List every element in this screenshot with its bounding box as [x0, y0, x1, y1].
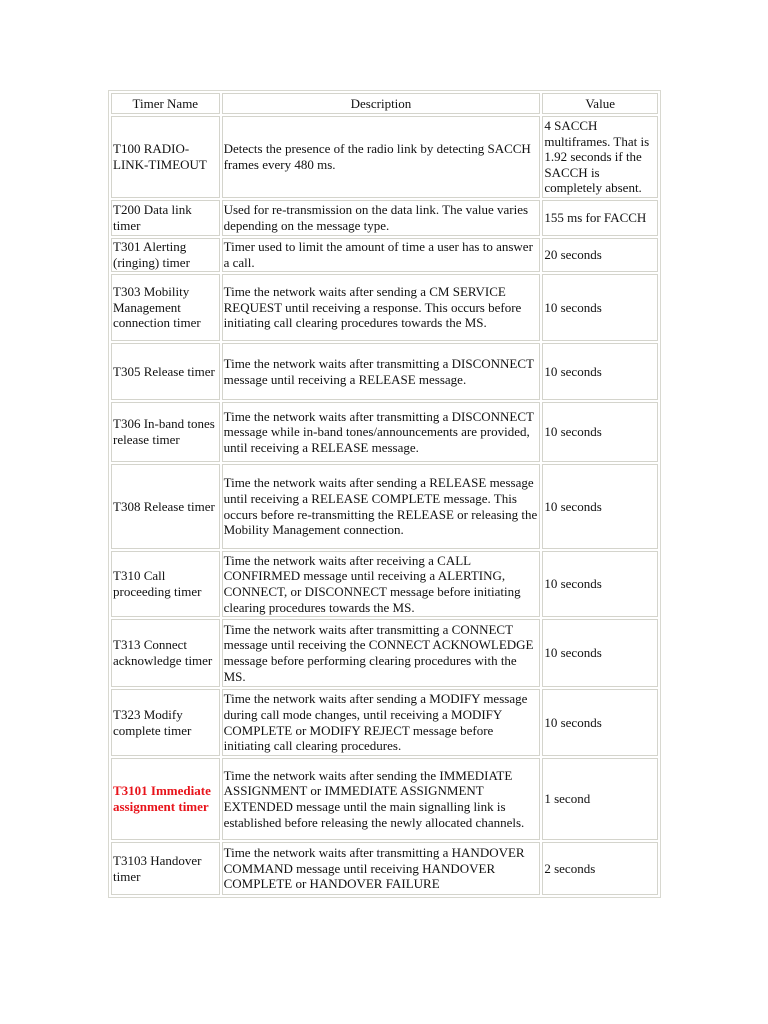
cell-name: T313 Connect acknowledge timer: [111, 619, 220, 687]
cell-name: T310 Call proceeding timer: [111, 551, 220, 617]
table-row: T323 Modify complete timer Time the netwo…: [111, 689, 658, 756]
cell-value: 10 seconds: [542, 464, 658, 549]
cell-name: T323 Modify complete timer: [111, 689, 220, 756]
cell-name: T100 RADIO-LINK-TIMEOUT: [111, 116, 220, 198]
cell-value: 20 seconds: [542, 238, 658, 272]
cell-value: 10 seconds: [542, 551, 658, 617]
cell-value: 10 seconds: [542, 619, 658, 687]
cell-value: 4 SACCH multiframes. That is 1.92 second…: [542, 116, 658, 198]
cell-description: Time the network waits after transmittin…: [221, 402, 541, 462]
cell-description: Time the network waits after sending a M…: [221, 689, 541, 756]
cell-description: Detects the presence of the radio link b…: [221, 116, 541, 198]
table-row: T310 Call proceeding timer Time the netwo…: [111, 551, 658, 617]
cell-description: Timer used to limit the amount of time a…: [221, 238, 541, 272]
table-row: T301 Alerting (ringing) timer Timer used …: [111, 238, 658, 272]
table-row: T3103 Handover timer Time the network wai…: [111, 842, 658, 895]
cell-name: T303 Mobility Management connection time…: [111, 274, 220, 341]
cell-description: Time the network waits after receiving a…: [221, 551, 541, 617]
table-row: T200 Data link timer Used for re-transmis…: [111, 200, 658, 236]
header-timer-name: Timer Name: [111, 93, 220, 114]
table-row: T305 Release timer Time the network waits…: [111, 343, 658, 400]
table-row: T303 Mobility Management connection time…: [111, 274, 658, 341]
cell-value: 10 seconds: [542, 343, 658, 400]
cell-description: Time the network waits after transmittin…: [221, 842, 541, 895]
table-row: T100 RADIO-LINK-TIMEOUT Detects the prese…: [111, 116, 658, 198]
cell-description: Time the network waits after sending the…: [221, 758, 541, 840]
cell-value: 10 seconds: [542, 689, 658, 756]
cell-description: Time the network waits after transmittin…: [221, 343, 541, 400]
cell-name: T306 In-band tones release timer: [111, 402, 220, 462]
table-row: T306 In-band tones release timer Time the…: [111, 402, 658, 462]
cell-description: Time the network waits after transmittin…: [221, 619, 541, 687]
cell-name: T308 Release timer: [111, 464, 220, 549]
header-row: Timer Name Description Value: [111, 93, 658, 114]
table-row: T3101 Immediate assignment timer Time the…: [111, 758, 658, 840]
cell-value: 10 seconds: [542, 402, 658, 462]
timers-table: Timer Name Description Value T100 RADIO-…: [108, 90, 661, 898]
cell-value: 155 ms for FACCH: [542, 200, 658, 236]
cell-description: Used for re-transmission on the data lin…: [221, 200, 541, 236]
cell-name: T200 Data link timer: [111, 200, 220, 236]
cell-description: Time the network waits after sending a R…: [221, 464, 541, 549]
table-row: T313 Connect acknowledge timer Time the n…: [111, 619, 658, 687]
table-row: T308 Release timer Time the network waits…: [111, 464, 658, 549]
cell-name: T305 Release timer: [111, 343, 220, 400]
header-description: Description: [221, 93, 541, 114]
cell-value: 1 second: [542, 758, 658, 840]
cell-name: T3101 Immediate assignment timer: [111, 758, 220, 840]
cell-description: Time the network waits after sending a C…: [221, 274, 541, 341]
cell-value: 2 seconds: [542, 842, 658, 895]
cell-name: T3103 Handover timer: [111, 842, 220, 895]
cell-name: T301 Alerting (ringing) timer: [111, 238, 220, 272]
cell-value: 10 seconds: [542, 274, 658, 341]
header-value: Value: [542, 93, 658, 114]
